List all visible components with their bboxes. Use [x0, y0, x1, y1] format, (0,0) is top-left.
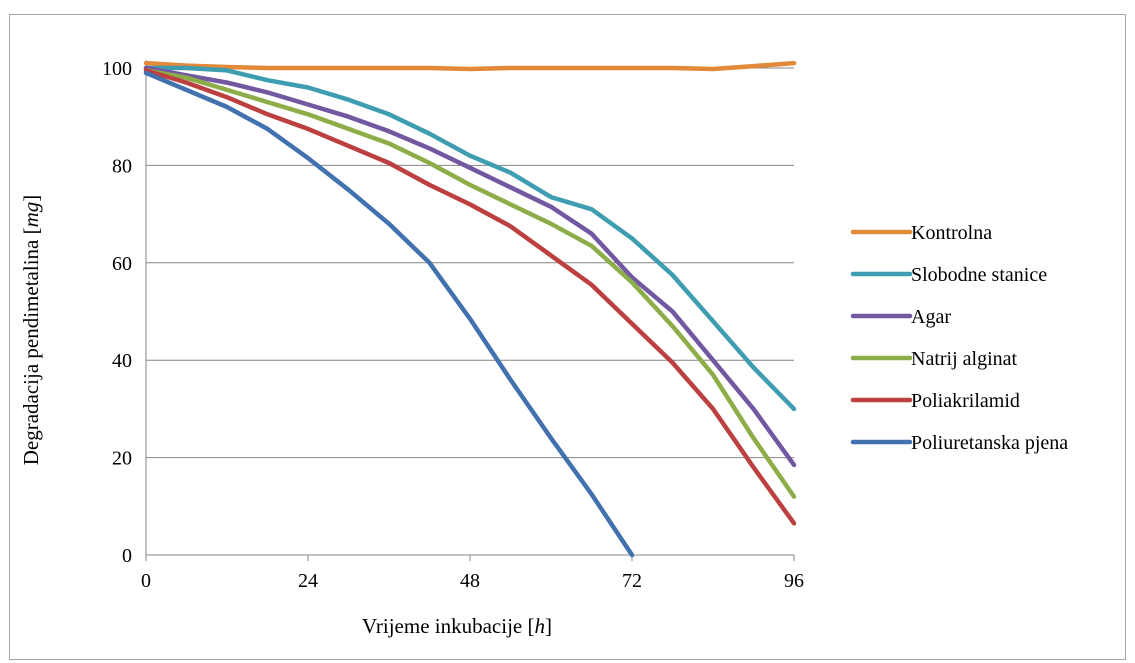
y-tick-label: 20: [112, 448, 132, 470]
gridlines: [146, 67, 794, 459]
series-lines: [143, 60, 797, 558]
y-axis-title-unit: mg: [19, 202, 43, 228]
y-tick-label: 0: [122, 545, 132, 567]
series-line-4: [143, 68, 797, 499]
y-axis-title-text: Degradacija pendimetalina [: [19, 227, 43, 465]
x-axis-title: Vrijeme inkubacije [h]: [362, 614, 552, 638]
x-axis-title-unit: h: [535, 614, 546, 638]
x-tick-label: 96: [784, 570, 804, 592]
series-line-6: [143, 70, 635, 558]
legend-label-1: Kontrolna: [911, 222, 992, 244]
legend: Kontrolna Slobodne stanice Agar Natrij algi…: [850, 222, 1068, 454]
legend-label-4: Natrij alginat: [911, 348, 1018, 370]
chart-frame: [9, 14, 1126, 660]
y-axis-title-suffix: ]: [19, 195, 43, 202]
x-tick-label: 0: [141, 570, 151, 592]
y-tick-label: 100: [102, 58, 132, 80]
legend-label-2: Slobodne stanice: [911, 264, 1047, 286]
y-tick-label: 80: [112, 155, 132, 177]
y-tick-label: 40: [112, 350, 132, 372]
x-tick-label: 48: [460, 570, 480, 592]
legend-label-3: Agar: [911, 306, 951, 328]
legend-label-6: Poliuretanska pjena: [911, 432, 1068, 454]
x-axis-title-suffix: ]: [545, 614, 552, 638]
y-tick-label: 60: [112, 253, 132, 275]
series-line-3: [143, 65, 797, 468]
axes: 0 20 40 60 80 100 0 24 48 72 96: [102, 58, 804, 592]
legend-label-5: Poliakrilamid: [911, 390, 1020, 412]
x-tick-label: 24: [298, 570, 318, 592]
series-line-2: [143, 65, 797, 412]
x-tick-label: 72: [622, 570, 642, 592]
x-axis-title-text: Vrijeme inkubacije [: [362, 614, 535, 638]
y-axis-title: Degradacija pendimetalina [mg]: [19, 195, 43, 466]
series-line-5: [143, 68, 797, 526]
series-line-1: [143, 60, 797, 72]
